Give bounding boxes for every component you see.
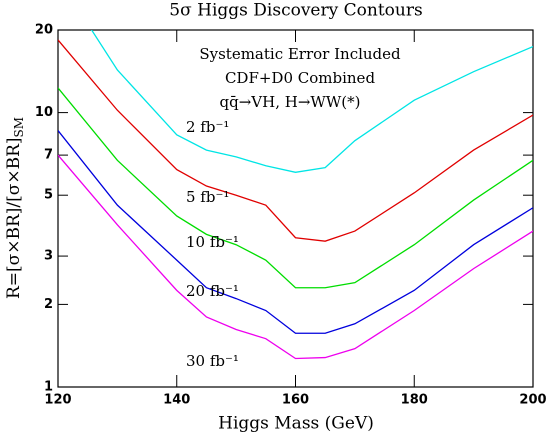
y-tick-label: 7 xyxy=(44,148,53,163)
series-label: 2 fb⁻¹ xyxy=(186,118,229,136)
y-tick-label: 2 xyxy=(44,297,53,312)
annotation: CDF+D0 Combined xyxy=(225,69,375,87)
y-label-main: R=[σ×BR]/[σ×BR] xyxy=(4,137,24,299)
series-line xyxy=(58,87,533,289)
x-axis-label: Higgs Mass (GeV) xyxy=(218,414,374,434)
series-label: 30 fb⁻¹ xyxy=(186,352,239,370)
y-tick-label: 1 xyxy=(44,380,53,395)
series-line xyxy=(58,39,533,242)
x-tick-label: 120 xyxy=(44,393,71,408)
y-label-sub: SM xyxy=(12,117,26,138)
series-label: 5 fb⁻¹ xyxy=(186,188,229,206)
series-line xyxy=(58,154,533,360)
annotation: qq̄→VH, H→WW(*) xyxy=(220,93,361,111)
x-tick-label: 160 xyxy=(282,393,309,408)
x-tick-label: 140 xyxy=(163,393,190,408)
x-tick-label: 200 xyxy=(519,393,546,408)
y-tick-label: 10 xyxy=(35,105,53,120)
annotation: Systematic Error Included xyxy=(199,45,401,63)
series-label: 20 fb⁻¹ xyxy=(186,282,239,300)
series-label: 10 fb⁻¹ xyxy=(186,233,239,251)
y-tick-label: 5 xyxy=(44,188,53,203)
chart-title: 5σ Higgs Discovery Contours xyxy=(169,1,422,21)
x-tick-label: 180 xyxy=(401,393,428,408)
y-axis-label: R=[σ×BR]/[σ×BR]SM xyxy=(4,117,26,299)
y-tick-label: 20 xyxy=(35,23,53,38)
y-tick-label: 3 xyxy=(44,249,53,264)
series-line xyxy=(58,130,533,334)
series-line xyxy=(90,30,533,173)
